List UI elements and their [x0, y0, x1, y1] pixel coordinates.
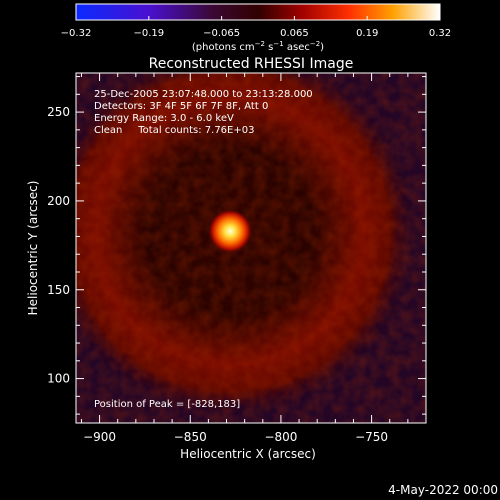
x-tick-label: −850	[174, 430, 207, 444]
pixel-texture	[76, 73, 426, 423]
y-tick-label: 250	[47, 105, 70, 119]
colorbar-tick-label: 0.32	[429, 28, 451, 39]
x-tick-label: −900	[83, 430, 116, 444]
footer-date: 4-May-2022 00:00	[388, 483, 498, 497]
colorbar-tick-label: −0.065	[203, 28, 240, 39]
colorbar-tick-label: −0.19	[133, 28, 164, 39]
plot-image	[76, 73, 426, 423]
y-axis-label: Heliocentric Y (arcsec)	[26, 181, 40, 316]
y-axis-ticks: 100 150 200 250	[47, 76, 426, 415]
y-tick-label: 100	[47, 372, 70, 386]
colorbar-tick-label: 0.065	[280, 28, 309, 39]
info-annotations: 25-Dec-2005 23:07:48.000 to 23:13:28.000…	[94, 89, 313, 136]
annotation-time-range: 25-Dec-2005 23:07:48.000 to 23:13:28.000	[94, 89, 313, 100]
x-tick-label: −800	[264, 430, 297, 444]
plot-frame	[75, 72, 427, 424]
x-tick-label: −750	[355, 430, 388, 444]
colorbar-tick-label: −0.32	[61, 28, 92, 39]
colorbar-unit-label: (photons cm−2 s−1 asec−2)	[192, 40, 324, 53]
peak-position-text: Position of Peak = [-828,183]	[94, 399, 240, 410]
annotation-detectors: Detectors: 3F 4F 5F 6F 7F 8F, Att 0	[94, 101, 268, 112]
x-axis-ticks: −900 −850 −800 −750	[80, 73, 427, 444]
colorbar-gradient	[75, 3, 441, 21]
chart-title: Reconstructed RHESSI Image	[149, 56, 354, 72]
colorbar-ticks: −0.32 −0.19 −0.065 0.065 0.19 0.32	[61, 16, 451, 39]
y-tick-label: 150	[47, 283, 70, 297]
annotation-total-counts: Clean Total counts: 7.76E+03	[94, 125, 254, 136]
colorbar-tick-label: 0.19	[356, 28, 378, 39]
colorbar: −0.32 −0.19 −0.065 0.065 0.19 0.32 (photons c…	[61, 3, 451, 53]
y-tick-label: 200	[47, 194, 70, 208]
peak-source	[208, 209, 253, 254]
annotation-energy-range: Energy Range: 3.0 - 6.0 keV	[94, 113, 234, 124]
x-axis-label: Heliocentric X (arcsec)	[180, 447, 316, 461]
